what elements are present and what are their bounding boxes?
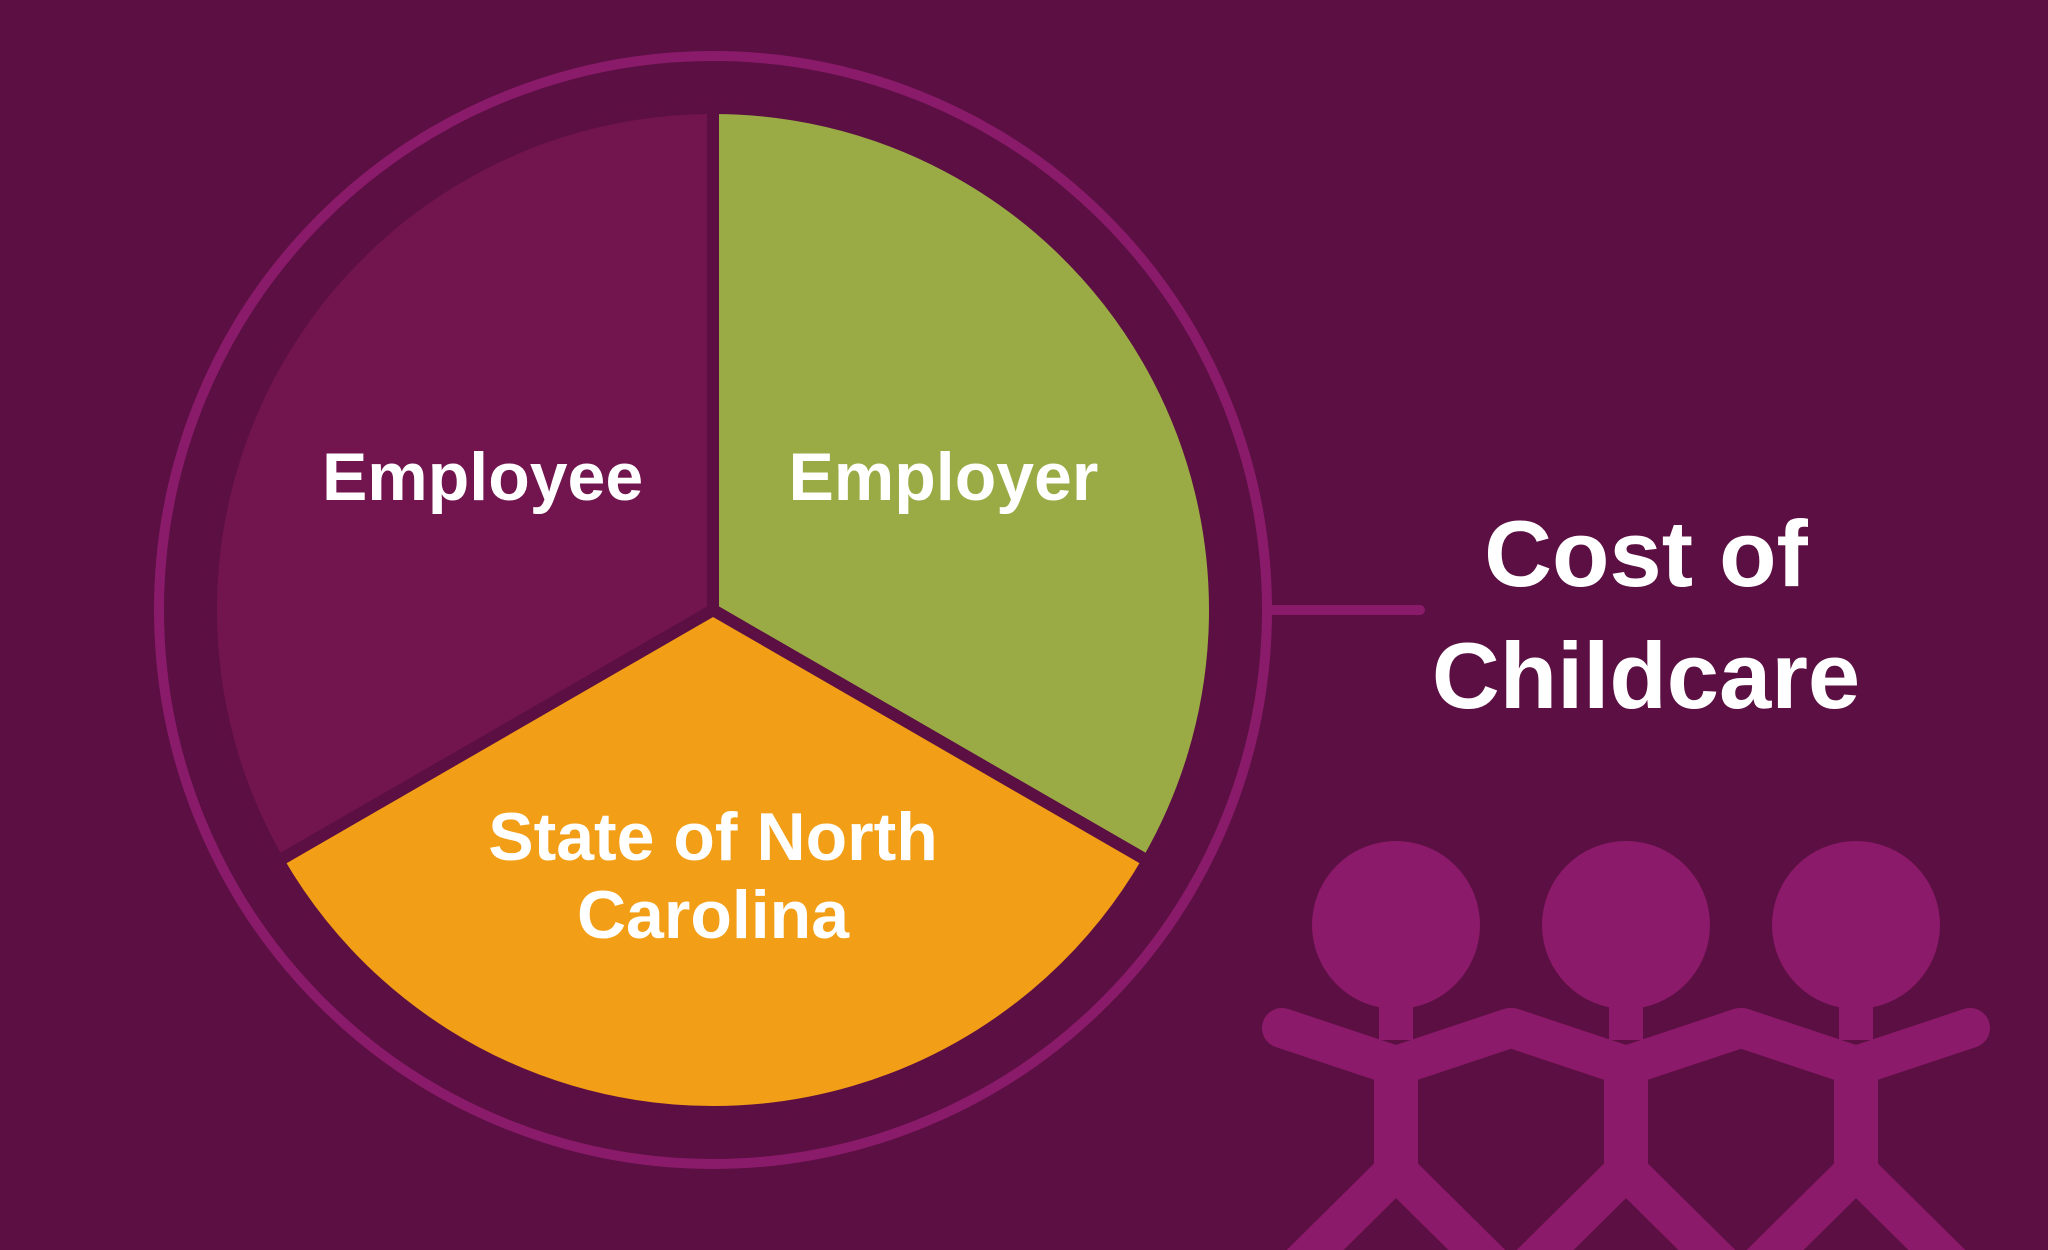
chart-title: Cost of Childcare [1431, 500, 1861, 728]
pie-slice [270, 603, 1156, 1118]
pie [205, 101, 1221, 1118]
pie-slice [707, 101, 1221, 870]
pie-slice [205, 101, 719, 870]
people-icon [1262, 841, 1990, 1250]
slice-label: State of North Carolina [488, 798, 938, 954]
person [1492, 841, 1760, 1250]
slice-label: Employee [321, 438, 644, 515]
person [1262, 841, 1530, 1250]
slice-label: Employer [788, 438, 1099, 515]
person [1722, 841, 1990, 1250]
